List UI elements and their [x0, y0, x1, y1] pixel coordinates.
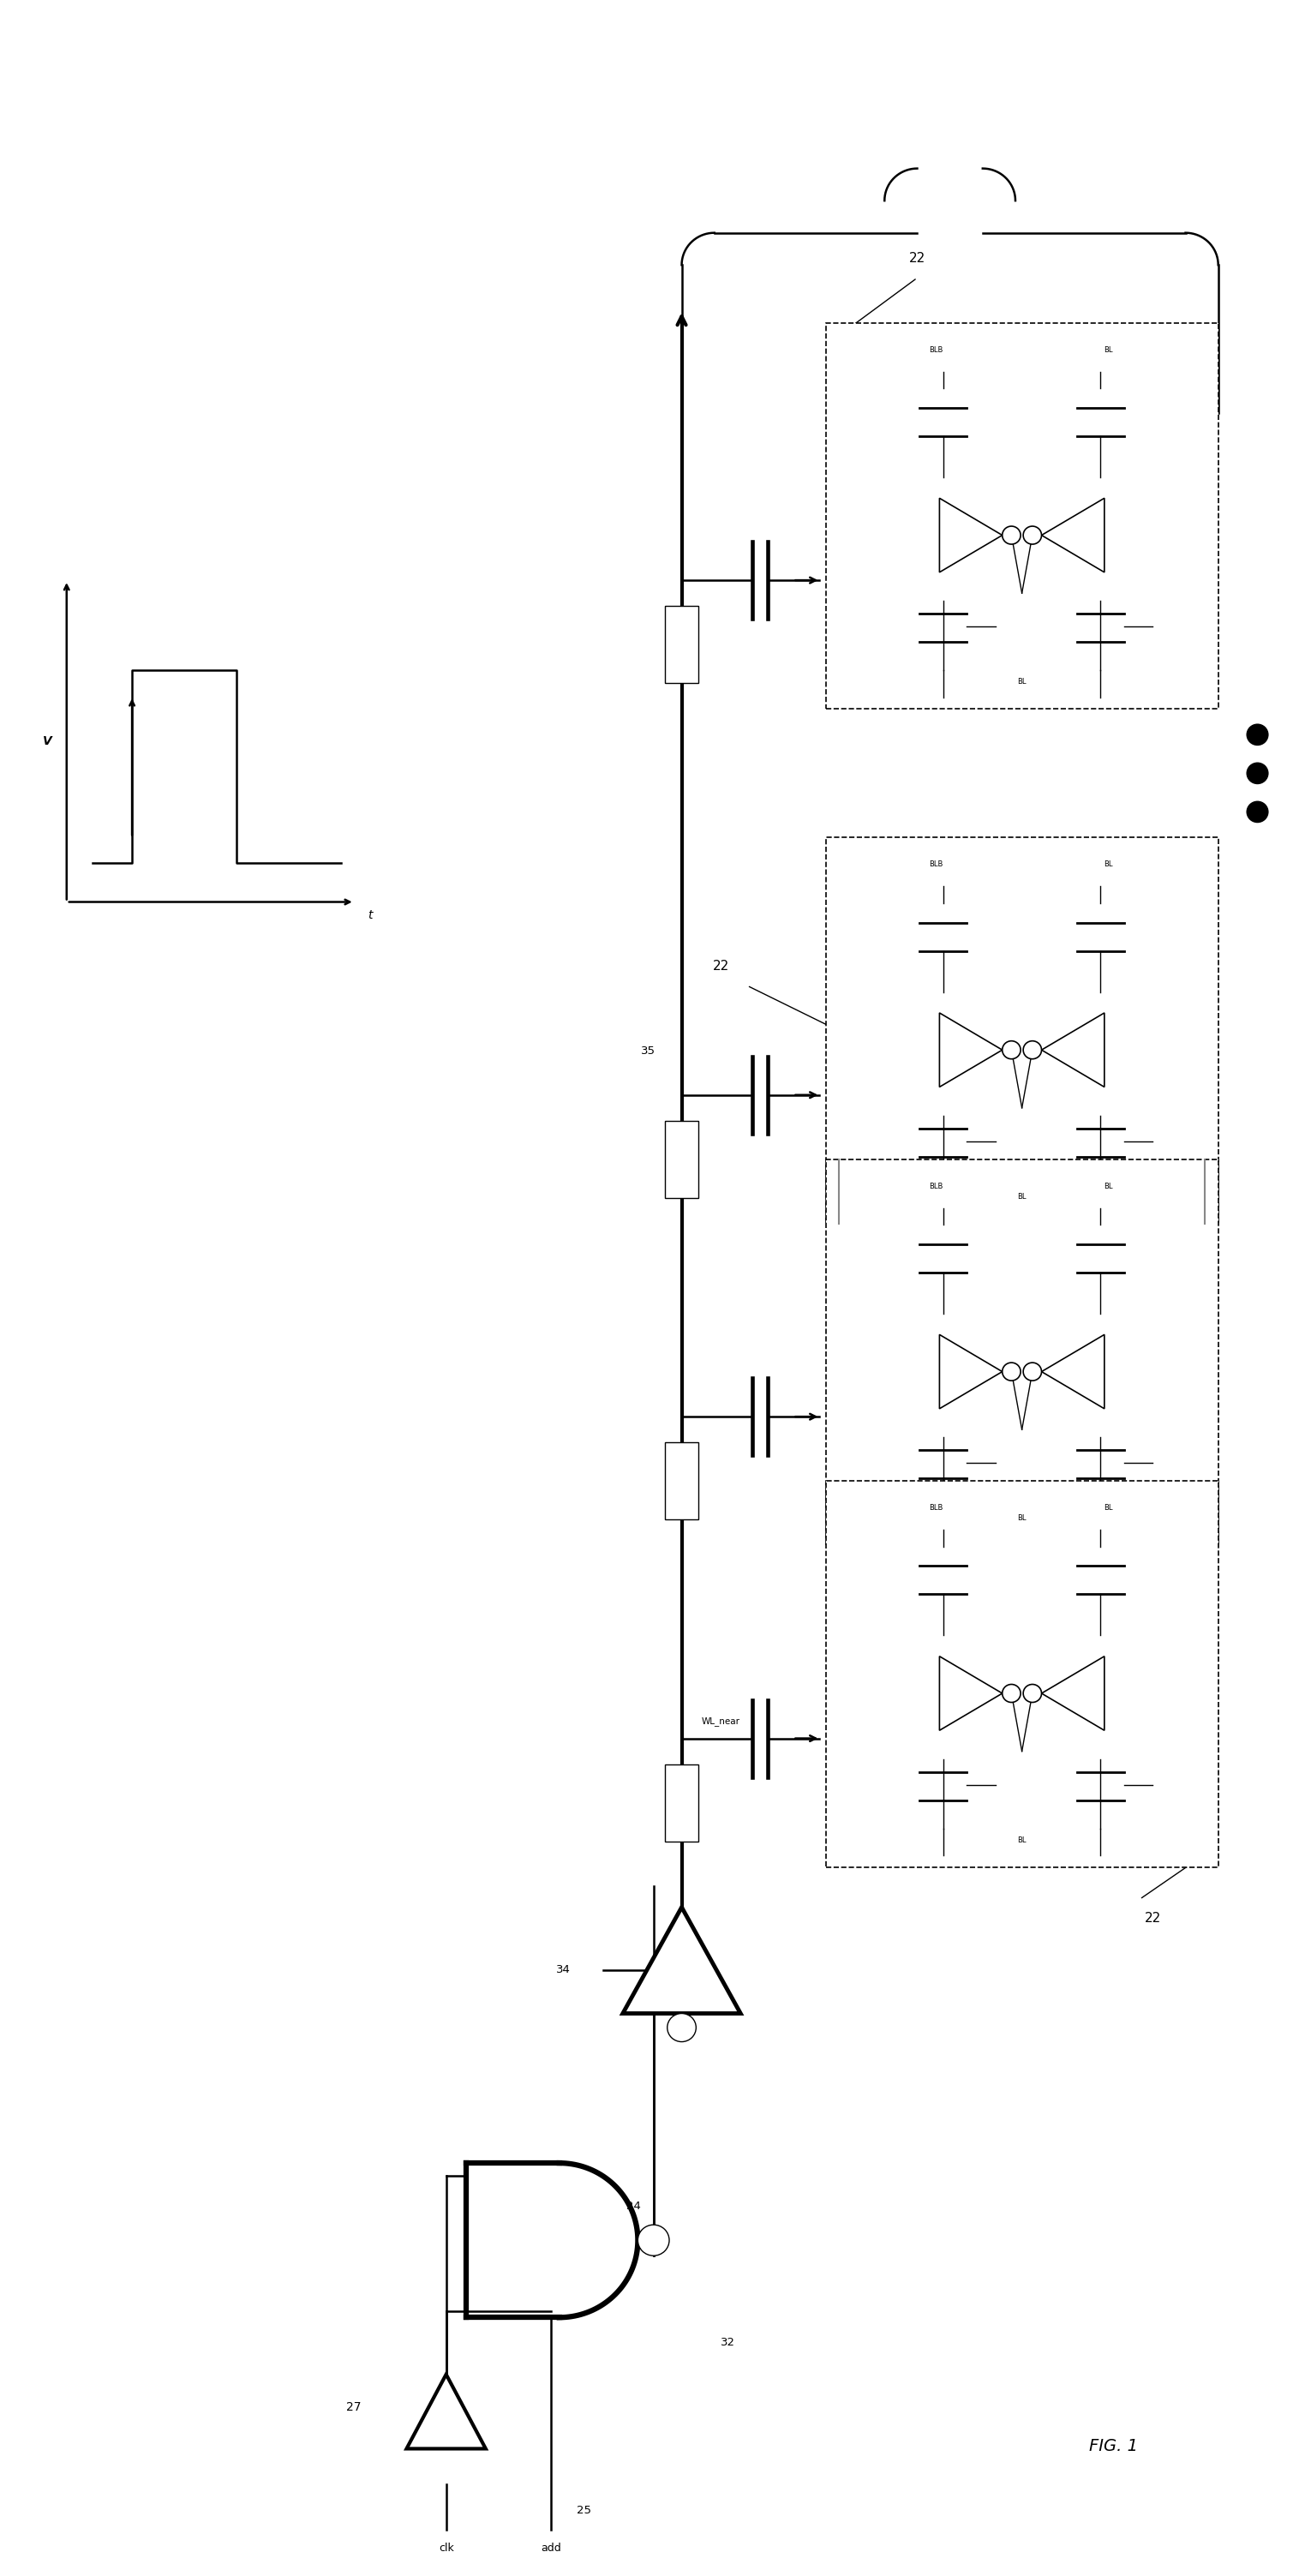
Text: BL: BL — [1104, 1504, 1113, 1512]
Text: BL: BL — [1017, 1515, 1027, 1522]
Circle shape — [638, 2226, 669, 2257]
Text: 22: 22 — [713, 961, 729, 974]
Text: 34: 34 — [556, 1965, 570, 1976]
Circle shape — [1023, 1041, 1041, 1059]
Polygon shape — [623, 1906, 741, 2014]
Circle shape — [667, 2014, 696, 2043]
Text: 22: 22 — [1145, 1911, 1162, 1924]
Text: WL_near: WL_near — [701, 1716, 739, 1726]
Bar — [665, 1121, 697, 1198]
Bar — [826, 837, 1218, 1224]
Circle shape — [1023, 526, 1041, 544]
Polygon shape — [406, 2375, 485, 2450]
Bar — [826, 322, 1218, 708]
Text: BL: BL — [1104, 345, 1113, 353]
Bar — [665, 605, 697, 683]
Circle shape — [1023, 1685, 1041, 1703]
Text: 32: 32 — [721, 2336, 735, 2347]
Circle shape — [1003, 1363, 1020, 1381]
Polygon shape — [940, 1012, 1003, 1087]
Polygon shape — [940, 1334, 1003, 1409]
Bar — [826, 1481, 1218, 1868]
Polygon shape — [1041, 1334, 1104, 1409]
Polygon shape — [940, 1656, 1003, 1731]
Text: BLB: BLB — [928, 1504, 943, 1512]
Polygon shape — [940, 497, 1003, 572]
Circle shape — [1003, 526, 1020, 544]
Circle shape — [1003, 1685, 1020, 1703]
Bar — [665, 1765, 697, 1842]
Circle shape — [1003, 1041, 1020, 1059]
Text: 25: 25 — [577, 2504, 591, 2517]
Text: BL: BL — [1017, 1837, 1027, 1844]
Circle shape — [1247, 762, 1268, 783]
Text: FIG. 1: FIG. 1 — [1089, 2437, 1138, 2455]
Text: BL: BL — [1104, 1182, 1113, 1190]
Circle shape — [1023, 1363, 1041, 1381]
Text: BL: BL — [1017, 677, 1027, 685]
Text: BLB: BLB — [928, 345, 943, 353]
Text: V: V — [42, 734, 51, 747]
Text: add: add — [540, 2543, 561, 2553]
Text: clk: clk — [438, 2543, 454, 2553]
Bar — [826, 1159, 1218, 1546]
Text: 35: 35 — [641, 1046, 656, 1056]
Text: t: t — [367, 909, 372, 920]
Bar — [665, 1443, 697, 1520]
Polygon shape — [1041, 1012, 1104, 1087]
Text: BLB: BLB — [928, 1182, 943, 1190]
Text: BLB: BLB — [928, 860, 943, 868]
Circle shape — [1247, 801, 1268, 822]
Text: BL: BL — [1104, 860, 1113, 868]
Text: 27: 27 — [346, 2401, 361, 2414]
Text: BL: BL — [1017, 1193, 1027, 1200]
Polygon shape — [1041, 1656, 1104, 1731]
Polygon shape — [1041, 497, 1104, 572]
Text: 22: 22 — [909, 252, 926, 265]
Text: 24: 24 — [625, 2200, 641, 2213]
Circle shape — [1247, 724, 1268, 744]
